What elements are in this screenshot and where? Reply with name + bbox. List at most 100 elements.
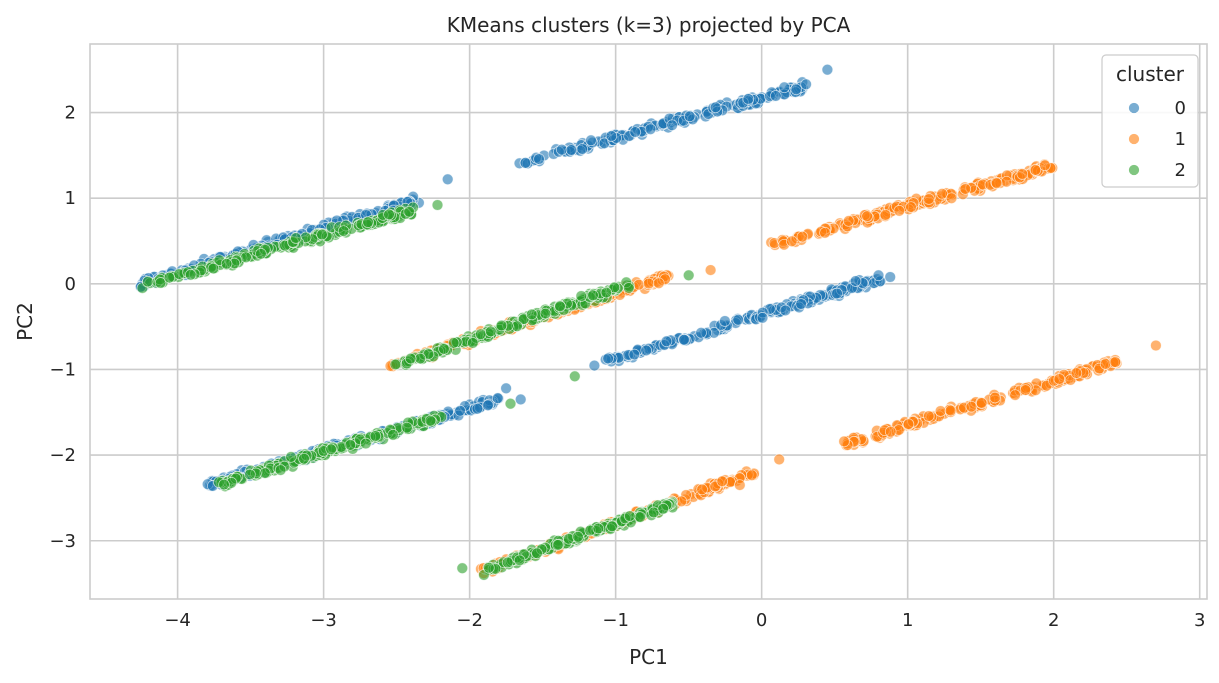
point-cluster-2 <box>572 531 584 543</box>
point-cluster-1 <box>838 435 850 448</box>
point-cluster-1 <box>965 400 978 413</box>
point-cluster-1 <box>902 418 915 430</box>
point-cluster-2 <box>606 520 618 533</box>
point-cluster-0 <box>556 143 568 156</box>
legend: cluster 0 1 2 <box>1101 54 1199 188</box>
point-cluster-0 <box>831 287 843 300</box>
point-cluster-1 <box>704 264 717 276</box>
legend-marker <box>1128 133 1140 145</box>
point-cluster-1 <box>786 235 798 248</box>
legend-item-2: 2 <box>1128 160 1186 181</box>
point-cluster-2 <box>447 337 460 349</box>
point-cluster-1 <box>746 469 758 481</box>
point-cluster-2 <box>403 205 415 218</box>
y-tick-label: 1 <box>65 188 76 209</box>
point-cluster-0 <box>821 63 834 76</box>
point-cluster-2 <box>290 232 302 244</box>
point-cluster-2 <box>531 547 543 559</box>
point-cluster-2 <box>657 503 669 515</box>
legend-label: 1 <box>1175 129 1186 150</box>
point-cluster-0 <box>519 157 532 169</box>
point-cluster-1 <box>653 277 665 289</box>
point-cluster-1 <box>1109 356 1121 368</box>
point-cluster-2 <box>285 451 297 463</box>
point-cluster-2 <box>244 468 256 481</box>
point-cluster-0 <box>514 393 527 406</box>
point-cluster-2 <box>539 307 552 320</box>
point-cluster-0 <box>640 344 652 357</box>
point-cluster-1 <box>990 177 1003 189</box>
point-cluster-2 <box>485 325 497 338</box>
point-cluster-1 <box>796 230 809 243</box>
point-cluster-2 <box>414 352 427 365</box>
point-cluster-2 <box>360 437 372 450</box>
point-cluster-2 <box>401 421 413 434</box>
point-cluster-2 <box>483 562 495 574</box>
point-cluster-2 <box>369 430 382 442</box>
point-cluster-1 <box>1070 367 1083 379</box>
point-cluster-2 <box>337 225 350 237</box>
legend-item-0: 0 <box>1128 98 1186 119</box>
point-cluster-0 <box>585 134 597 147</box>
point-cluster-2 <box>682 269 695 282</box>
point-cluster-0 <box>644 123 657 135</box>
point-cluster-2 <box>316 228 328 241</box>
point-cluster-0 <box>709 101 722 114</box>
point-cluster-2 <box>592 522 605 535</box>
x-tick-label: −4 <box>164 610 191 631</box>
point-cluster-0 <box>660 335 673 348</box>
point-cluster-1 <box>1016 168 1029 180</box>
point-cluster-0 <box>732 314 744 326</box>
point-cluster-0 <box>533 153 545 165</box>
point-cluster-2 <box>431 199 444 211</box>
point-cluster-2 <box>362 216 374 228</box>
point-cluster-1 <box>842 215 855 227</box>
point-cluster-0 <box>770 90 782 102</box>
point-cluster-0 <box>500 382 512 395</box>
point-cluster-2 <box>587 289 599 302</box>
point-cluster-1 <box>975 397 988 409</box>
point-cluster-2 <box>623 282 635 294</box>
point-cluster-1 <box>944 404 957 417</box>
point-cluster-1 <box>959 183 972 195</box>
point-cluster-0 <box>756 312 769 324</box>
point-cluster-2 <box>298 452 310 465</box>
point-cluster-0 <box>742 93 755 105</box>
y-tick-label: 0 <box>65 274 76 295</box>
legend-title: cluster <box>1116 62 1185 86</box>
point-cluster-1 <box>884 425 897 438</box>
point-cluster-1 <box>1029 164 1042 176</box>
chart-title: KMeans clusters (k=3) projected by PCA <box>447 13 851 37</box>
point-cluster-2 <box>274 464 287 476</box>
point-cluster-2 <box>220 258 233 270</box>
point-cluster-0 <box>628 348 641 361</box>
legend-item-1: 1 <box>1128 129 1186 150</box>
point-cluster-2 <box>404 352 417 365</box>
ticks-layer: −4 −3 −2 −1 0 1 2 3 −3 −2 −1 0 1 2 <box>49 103 1205 631</box>
point-cluster-0 <box>849 275 862 287</box>
x-tick-label: 3 <box>1194 610 1205 631</box>
legend-label: 0 <box>1175 98 1186 119</box>
point-cluster-1 <box>989 391 1001 404</box>
point-cluster-0 <box>482 399 494 412</box>
point-cluster-1 <box>1150 339 1162 352</box>
point-cluster-0 <box>884 271 896 283</box>
y-tick-label: −3 <box>49 531 76 552</box>
point-cluster-0 <box>629 126 641 138</box>
point-cluster-0 <box>779 304 792 317</box>
point-cluster-2 <box>424 414 437 427</box>
point-cluster-1 <box>1039 159 1051 172</box>
x-tick-label: 2 <box>1048 610 1059 631</box>
x-tick-label: −1 <box>602 610 629 631</box>
point-cluster-0 <box>565 144 578 156</box>
point-cluster-2 <box>184 269 197 281</box>
point-cluster-2 <box>526 308 538 321</box>
point-cluster-0 <box>602 352 614 365</box>
point-cluster-1 <box>716 475 728 488</box>
point-cluster-1 <box>923 410 935 422</box>
point-cluster-1 <box>1053 373 1066 385</box>
point-cluster-1 <box>861 210 873 222</box>
point-cluster-0 <box>471 402 484 415</box>
point-cluster-0 <box>588 359 601 372</box>
point-cluster-2 <box>634 511 646 523</box>
